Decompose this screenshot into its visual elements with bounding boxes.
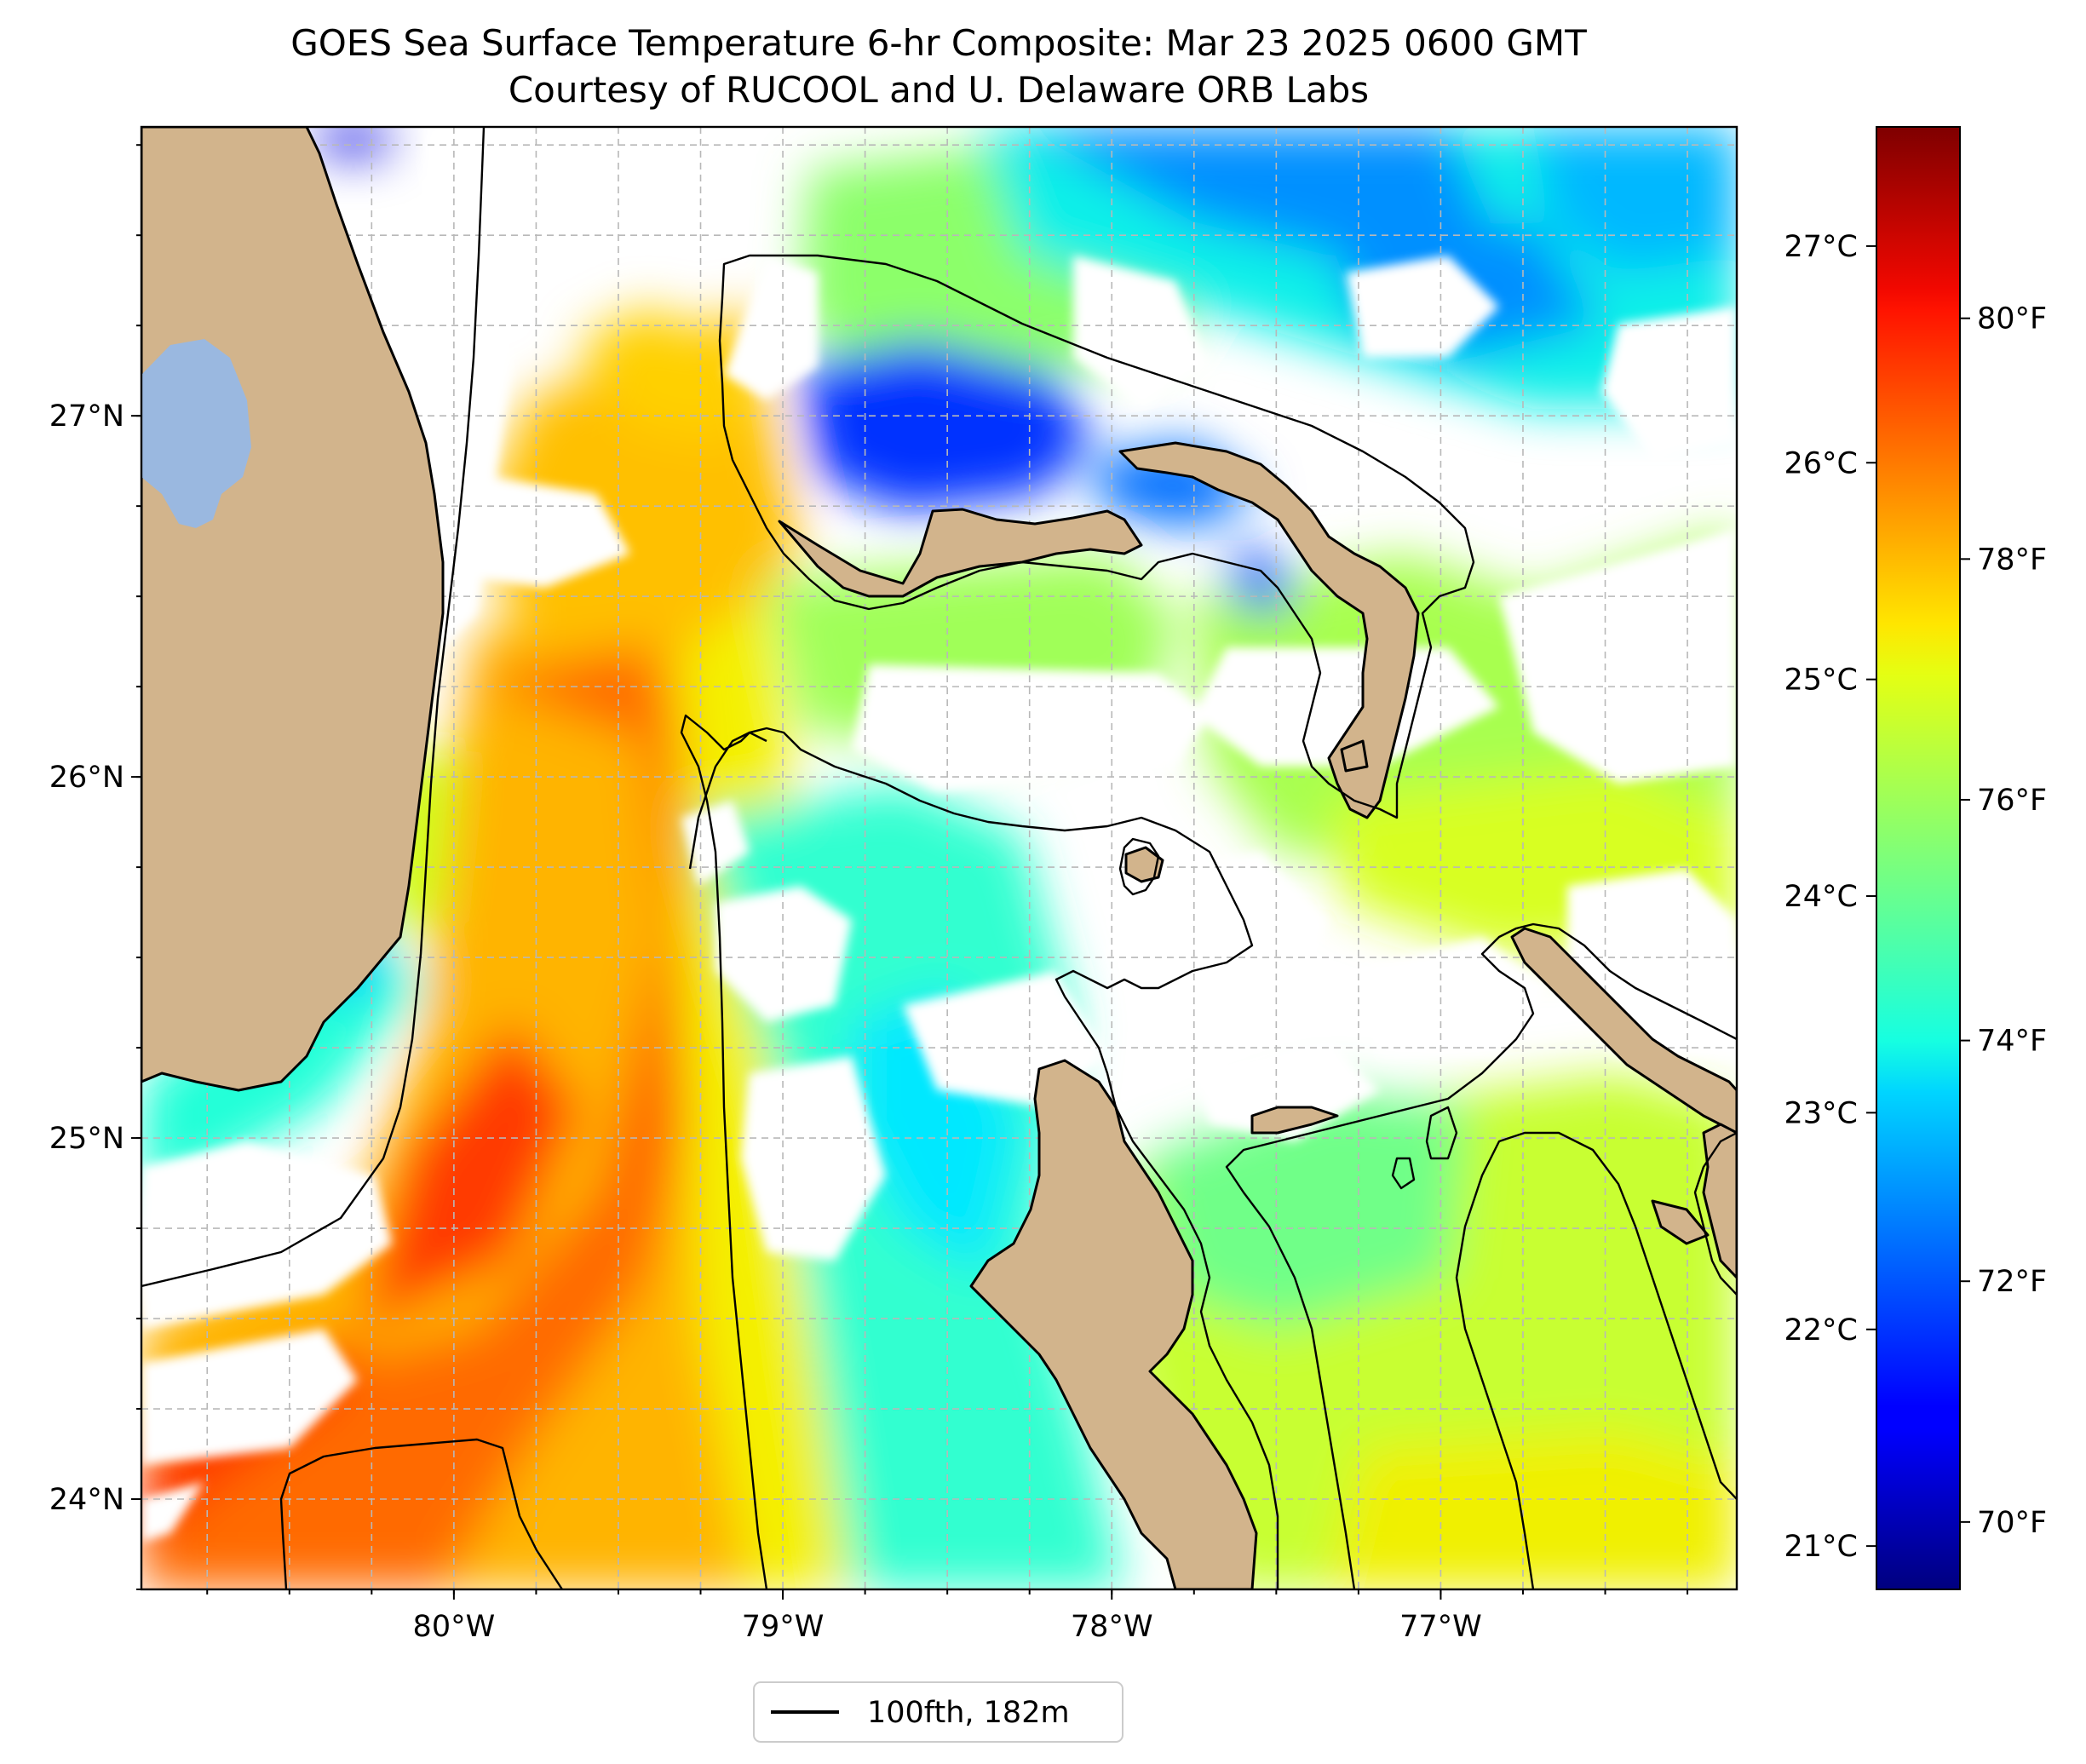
contour-bahamas-islet-south bbox=[1391, 1157, 1416, 1190]
contour-bimini-islet bbox=[1118, 837, 1160, 896]
contour-great-bahama-bank-west bbox=[680, 714, 768, 1589]
no-data-masks bbox=[141, 127, 1737, 1542]
latitude-tick-label: 27°N bbox=[49, 399, 124, 434]
cloud-mask bbox=[1346, 256, 1499, 358]
map-frame bbox=[140, 125, 1738, 1591]
sst-south-green bbox=[1141, 1090, 1465, 1329]
cloud-mask bbox=[141, 1141, 392, 1329]
cloud-mask bbox=[741, 1056, 886, 1261]
cloud-mask bbox=[852, 664, 1210, 792]
cloud-mask bbox=[1192, 647, 1499, 767]
contour-tongue-of-ocean bbox=[1225, 922, 1737, 1589]
contour-bahamas-islet-east bbox=[1425, 1106, 1458, 1160]
colorbar-fahrenheit-label: 78°F bbox=[1977, 543, 2047, 577]
colorbar-fahrenheit-label: 76°F bbox=[1977, 784, 2047, 818]
contour-great-bahama-bank bbox=[688, 727, 1279, 1589]
cloud-mask bbox=[141, 1329, 358, 1465]
colorbar-celsius-label: 23°C bbox=[1784, 1096, 1858, 1130]
longitude-tick-label: 78°W bbox=[1071, 1610, 1153, 1644]
bathymetry-contours bbox=[141, 127, 1737, 1589]
cloud-mask bbox=[1601, 307, 1737, 460]
eleuthera bbox=[1510, 927, 1737, 1135]
legend-label: 100fth, 182m bbox=[867, 1696, 1070, 1730]
sst-south-yellow bbox=[1329, 1431, 1737, 1589]
cloud-mask bbox=[1073, 256, 1210, 409]
eleuthera-south bbox=[1702, 1123, 1737, 1279]
sst-lightblue-east bbox=[1533, 127, 1737, 273]
sst-blue-small bbox=[1227, 554, 1295, 613]
cloud-mask bbox=[724, 256, 818, 400]
colorbar-celsius-label: 25°C bbox=[1784, 664, 1858, 698]
longitude-tick-label: 80°W bbox=[413, 1610, 496, 1644]
contour-florida-shelf bbox=[141, 127, 486, 1288]
cloud-mask bbox=[417, 127, 477, 426]
map-area bbox=[141, 127, 1737, 1589]
longitude-tick-label: 77°W bbox=[1399, 1610, 1482, 1644]
colorbar-celsius-label: 27°C bbox=[1784, 230, 1858, 264]
map-legend: 100fth, 182m bbox=[753, 1681, 1123, 1743]
colorbar-ticks bbox=[1866, 244, 1970, 1548]
legend-box bbox=[753, 1681, 1123, 1743]
contour-southeast bbox=[1455, 1131, 1737, 1589]
cloud-mask bbox=[715, 886, 852, 1022]
contour-exuma-sound bbox=[1693, 1131, 1737, 1296]
axis-ticks bbox=[131, 144, 1689, 1600]
colorbar-celsius-label: 24°C bbox=[1784, 880, 1858, 914]
berry-islands bbox=[1250, 1106, 1339, 1135]
great-abaco bbox=[1118, 441, 1420, 819]
sst-blue-northeast bbox=[1022, 127, 1491, 256]
longitude-tick-label: 79°W bbox=[742, 1610, 825, 1644]
map-subtitle: Courtesy of RUCOOL and U. Delaware ORB L… bbox=[509, 69, 1369, 111]
colorbar-fahrenheit-label: 70°F bbox=[1977, 1506, 2047, 1540]
sst-top-blue bbox=[315, 127, 392, 153]
cloud-mask bbox=[477, 477, 630, 588]
colorbar-labels: 21°C 22°C 23°C 24°C 25°C 26°C 27°C 70°F 72°F 74°F… bbox=[1784, 230, 2048, 1564]
colorbar-fahrenheit-label: 74°F bbox=[1977, 1025, 2047, 1059]
cloud-mask bbox=[141, 1482, 204, 1542]
bimini-island bbox=[1124, 846, 1164, 883]
map-title: GOES Sea Surface Temperature 6-hr Compos… bbox=[290, 22, 1587, 64]
lake-okeechobee bbox=[141, 339, 251, 528]
axis-labels: 24°N 25°N 26°N 27°N 80°W 79°W 78°W 77°W bbox=[49, 399, 1482, 1644]
contour-florida-straits-south bbox=[279, 1438, 564, 1589]
grand-bahama bbox=[778, 508, 1143, 598]
little-abaco-islet bbox=[1340, 739, 1369, 773]
new-providence-islet bbox=[1651, 1199, 1710, 1245]
latitude-tick-label: 26°N bbox=[49, 761, 124, 795]
colorbar-celsius-label: 22°C bbox=[1784, 1313, 1858, 1347]
cloud-mask bbox=[1107, 852, 1329, 1022]
sst-warm-core bbox=[141, 647, 715, 1589]
latitude-tick-label: 25°N bbox=[49, 1122, 124, 1156]
colorbar-fahrenheit-label: 80°F bbox=[1977, 302, 2047, 336]
andros-island bbox=[969, 1059, 1258, 1589]
cloud-mask bbox=[1499, 528, 1737, 784]
latitude-tick-label: 24°N bbox=[49, 1483, 124, 1517]
colorbar-gradient bbox=[1876, 126, 1961, 1590]
colorbar-celsius-label: 21°C bbox=[1784, 1530, 1858, 1564]
contour-little-bahama-bank bbox=[718, 254, 1475, 819]
cloud-mask bbox=[1346, 937, 1550, 1056]
sst-cold-pool bbox=[801, 341, 1090, 511]
colorbar-celsius-label: 26°C bbox=[1784, 446, 1858, 480]
colorbar-fahrenheit-label: 72°F bbox=[1977, 1265, 2047, 1299]
